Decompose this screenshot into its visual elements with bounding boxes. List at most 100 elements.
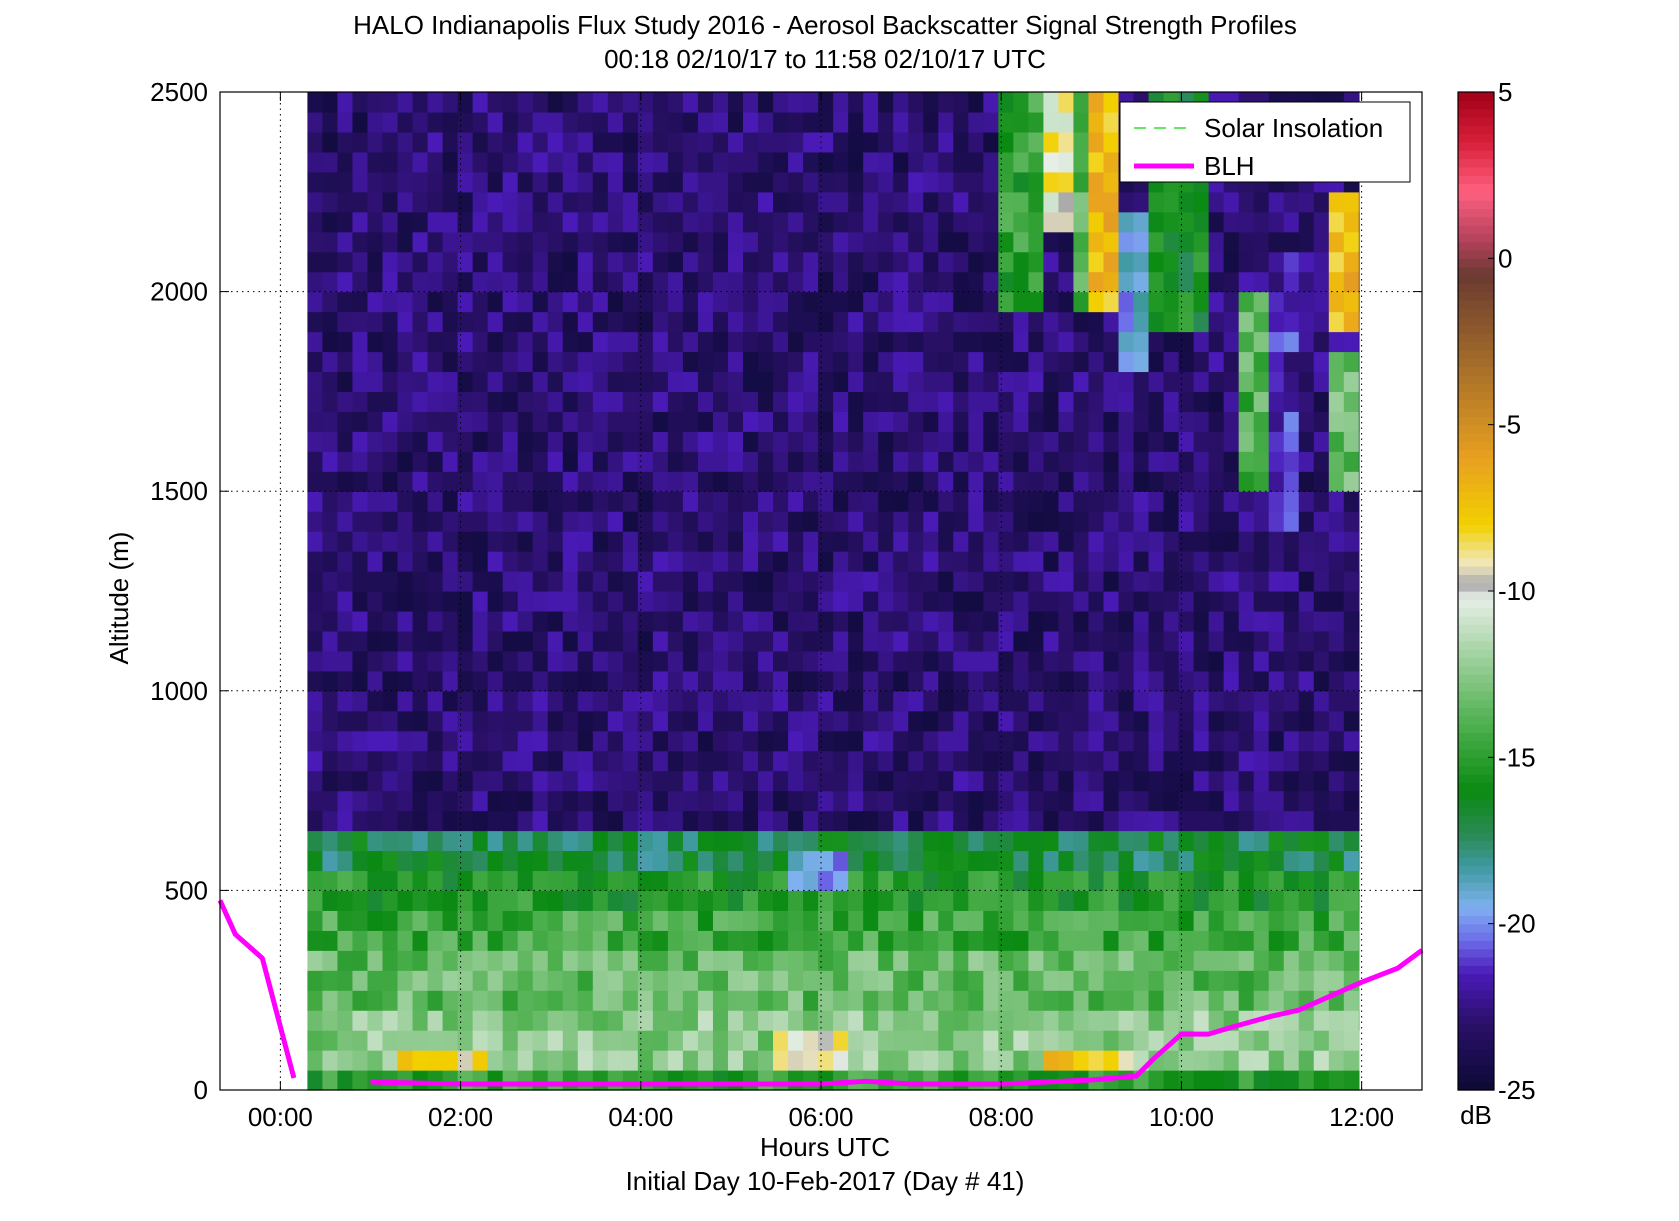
heatmap-cell — [758, 910, 774, 931]
heatmap-cell — [457, 950, 474, 971]
heatmap-cell — [1208, 870, 1225, 891]
heatmap-cell — [1088, 870, 1105, 891]
heatmap-cell — [1343, 591, 1360, 612]
heatmap-cell — [1103, 990, 1120, 1011]
heatmap-cell — [908, 670, 924, 692]
heatmap-cell — [998, 551, 1014, 572]
heatmap-cell — [833, 471, 849, 492]
heatmap-cell — [923, 1070, 939, 1091]
heatmap-cell — [953, 511, 969, 532]
heatmap-cell — [848, 111, 864, 133]
heatmap-cell — [923, 910, 939, 931]
heatmap-cell — [322, 171, 339, 193]
heatmap-cell — [908, 990, 924, 1011]
heatmap-cell — [1313, 351, 1330, 373]
colorbar-segment — [1458, 632, 1494, 642]
heatmap-cell — [1118, 950, 1135, 971]
heatmap-cell — [727, 750, 744, 772]
heatmap-cell — [803, 411, 819, 432]
heatmap-cell — [1208, 610, 1225, 632]
heatmap-cell — [1343, 571, 1360, 592]
heatmap-cell — [592, 850, 609, 872]
heatmap-cell — [1148, 790, 1165, 812]
heatmap-cell — [382, 850, 399, 872]
heatmap-cell — [1118, 231, 1135, 253]
heatmap-cell — [1343, 610, 1360, 632]
heatmap-cell — [547, 690, 564, 712]
heatmap-cell — [1148, 950, 1165, 971]
colorbar-segment — [1458, 258, 1494, 268]
heatmap-cell — [983, 610, 999, 632]
heatmap-cell — [1148, 331, 1165, 353]
heatmap-cell — [562, 690, 579, 712]
heatmap-cell — [562, 151, 579, 173]
heatmap-cell — [818, 531, 834, 552]
heatmap-cell — [412, 511, 429, 532]
heatmap-cell — [998, 251, 1014, 273]
heatmap-cell — [743, 710, 759, 732]
heatmap-cell — [667, 371, 684, 392]
heatmap-cell — [1358, 890, 1360, 911]
heatmap-cell — [727, 950, 744, 971]
heatmap-cell — [938, 630, 954, 652]
heatmap-cell — [1058, 690, 1075, 712]
heatmap-cell — [818, 311, 834, 333]
heatmap-cell — [773, 810, 789, 832]
heatmap-cell — [472, 750, 489, 772]
heatmap-cell — [667, 630, 684, 652]
heatmap-cell — [577, 391, 594, 412]
heatmap-cell — [1238, 850, 1255, 872]
heatmap-cell — [863, 750, 879, 772]
heatmap-cell — [1238, 471, 1255, 492]
heatmap-cell — [1328, 610, 1345, 632]
heatmap-cell — [727, 311, 744, 333]
heatmap-cell — [622, 630, 639, 652]
heatmap-cell — [923, 471, 939, 492]
heatmap-cell — [1178, 391, 1195, 412]
heatmap-cell — [652, 1070, 669, 1091]
heatmap-cell — [803, 291, 819, 313]
heatmap-cell — [938, 411, 954, 432]
heatmap-cell — [833, 690, 849, 712]
heatmap-cell — [622, 311, 639, 333]
heatmap-cell — [352, 670, 369, 692]
heatmap-cell — [1343, 431, 1360, 452]
heatmap-cell — [532, 990, 549, 1011]
heatmap-cell — [773, 411, 789, 432]
heatmap-cell — [307, 950, 324, 971]
heatmap-cell — [878, 551, 894, 572]
heatmap-cell — [1073, 211, 1090, 233]
heatmap-cell — [1103, 471, 1120, 492]
heatmap-cell — [1163, 870, 1180, 891]
heatmap-cell — [487, 690, 504, 712]
heatmap-cell — [1013, 750, 1029, 772]
heatmap-cell — [908, 1050, 924, 1071]
heatmap-cell — [1298, 710, 1315, 732]
heatmap-cell — [1043, 810, 1060, 832]
heatmap-cell — [442, 211, 459, 233]
heatmap-cell — [667, 750, 684, 772]
heatmap-cell — [397, 970, 414, 991]
heatmap-cell — [818, 471, 834, 492]
heatmap-cell — [562, 291, 579, 313]
heatmap-cell — [863, 471, 879, 492]
heatmap-cell — [1058, 1030, 1075, 1051]
heatmap-cell — [1103, 950, 1120, 971]
colorbar-segment — [1458, 391, 1494, 401]
heatmap-cell — [457, 610, 474, 632]
heatmap-cell — [983, 970, 999, 991]
heatmap-cell — [652, 1030, 669, 1051]
heatmap-cell — [1298, 331, 1315, 353]
heatmap-cell — [968, 351, 984, 373]
heatmap-cell — [367, 850, 384, 872]
heatmap-cell — [1133, 1030, 1150, 1051]
heatmap-cell — [652, 311, 669, 333]
heatmap-cell — [953, 591, 969, 612]
heatmap-cell — [667, 491, 684, 512]
heatmap-cell — [878, 351, 894, 373]
heatmap-cell — [1133, 431, 1150, 452]
heatmap-cell — [307, 251, 324, 273]
heatmap-cell — [1223, 670, 1240, 692]
heatmap-cell — [1283, 551, 1300, 572]
heatmap-cell — [697, 610, 714, 632]
